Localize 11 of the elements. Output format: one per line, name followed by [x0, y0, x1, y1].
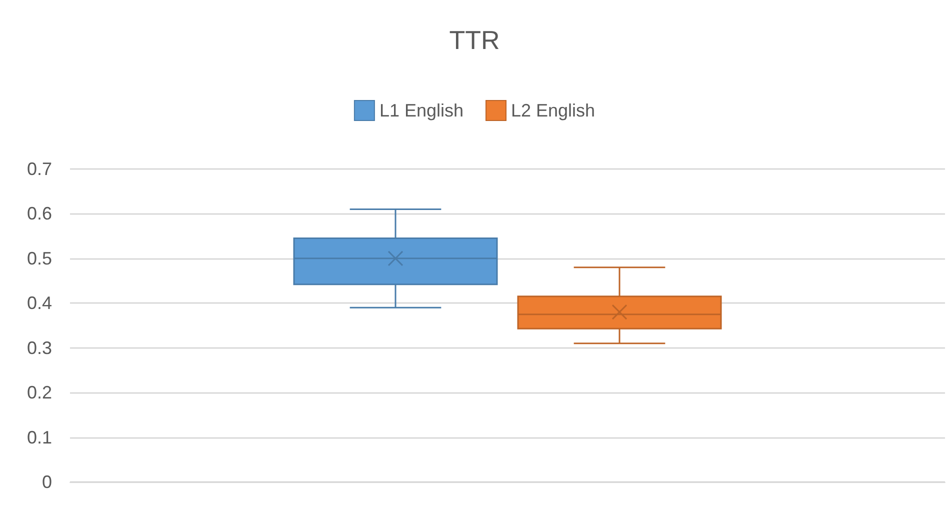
chart-title: TTR — [449, 25, 500, 55]
legend-label: L2 English — [511, 100, 596, 120]
y-tick-label: 0 — [42, 472, 52, 492]
y-tick-label: 0.4 — [26, 293, 52, 314]
y-tick-label: 0.3 — [26, 338, 52, 358]
y-tick-label: 0.1 — [26, 427, 52, 448]
legend-label: L1 English — [379, 100, 464, 120]
y-tick-label: 0.5 — [26, 248, 52, 268]
y-tick-label: 0.7 — [26, 159, 52, 179]
y-tick-label: 0.6 — [26, 204, 52, 224]
y-tick-label: 0.2 — [26, 382, 52, 403]
